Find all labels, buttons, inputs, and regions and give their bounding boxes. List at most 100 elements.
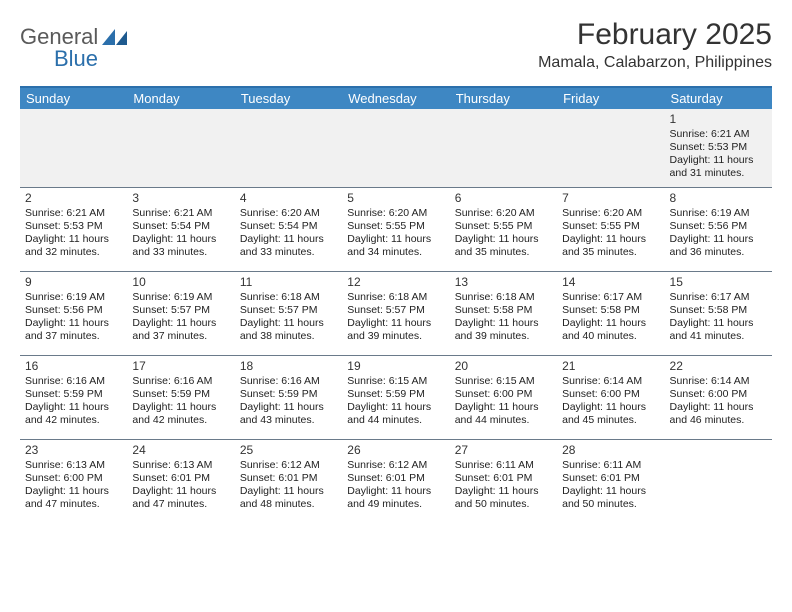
day-number: 12 — [347, 275, 444, 290]
sunrise-line: Sunrise: 6:21 AM — [132, 207, 229, 220]
sunset-line: Sunset: 6:01 PM — [347, 472, 444, 485]
calendar-day-cell: 9Sunrise: 6:19 AMSunset: 5:56 PMDaylight… — [20, 271, 127, 355]
calendar-day-cell: 4Sunrise: 6:20 AMSunset: 5:54 PMDaylight… — [235, 187, 342, 271]
daylight-line: Daylight: 11 hours and 40 minutes. — [562, 317, 659, 343]
sunset-line: Sunset: 5:57 PM — [347, 304, 444, 317]
weekday-header: Thursday — [450, 88, 557, 109]
calendar-body: 1 Sunrise: 6:21 AM Sunset: 5:53 PM Daylight… — [20, 109, 772, 523]
day-number: 9 — [25, 275, 122, 290]
daylight-line: Daylight: 11 hours and 46 minutes. — [670, 401, 767, 427]
sunrise-line: Sunrise: 6:19 AM — [670, 207, 767, 220]
calendar-day-cell: 18Sunrise: 6:16 AMSunset: 5:59 PMDayligh… — [235, 355, 342, 439]
daylight-line: Daylight: 11 hours and 33 minutes. — [240, 233, 337, 259]
sunrise-line: Sunrise: 6:16 AM — [240, 375, 337, 388]
calendar-day-cell: 7Sunrise: 6:20 AMSunset: 5:55 PMDaylight… — [557, 187, 664, 271]
sunrise-line: Sunrise: 6:12 AM — [347, 459, 444, 472]
logo-text-blue: Blue — [54, 46, 98, 71]
calendar-day-cell: 21Sunrise: 6:14 AMSunset: 6:00 PMDayligh… — [557, 355, 664, 439]
daylight-line: Daylight: 11 hours and 50 minutes. — [562, 485, 659, 511]
sunrise-line: Sunrise: 6:20 AM — [240, 207, 337, 220]
calendar-day-cell — [235, 109, 342, 187]
daylight-line: Daylight: 11 hours and 35 minutes. — [455, 233, 552, 259]
day-number: 5 — [347, 191, 444, 206]
weekday-header-row: Sunday Monday Tuesday Wednesday Thursday… — [20, 88, 772, 109]
sunrise-line: Sunrise: 6:13 AM — [25, 459, 122, 472]
daylight-line: Daylight: 11 hours and 44 minutes. — [455, 401, 552, 427]
calendar-week-row: 16Sunrise: 6:16 AMSunset: 5:59 PMDayligh… — [20, 355, 772, 439]
calendar-day-cell: 25Sunrise: 6:12 AMSunset: 6:01 PMDayligh… — [235, 439, 342, 523]
daylight-line: Daylight: 11 hours and 45 minutes. — [562, 401, 659, 427]
day-number: 10 — [132, 275, 229, 290]
sunset-line: Sunset: 5:58 PM — [670, 304, 767, 317]
sunset-line: Sunset: 5:54 PM — [132, 220, 229, 233]
calendar-day-cell: 8Sunrise: 6:19 AMSunset: 5:56 PMDaylight… — [665, 187, 772, 271]
sunrise-line: Sunrise: 6:18 AM — [455, 291, 552, 304]
sunset-line: Sunset: 5:57 PM — [132, 304, 229, 317]
calendar-day-cell: 5Sunrise: 6:20 AMSunset: 5:55 PMDaylight… — [342, 187, 449, 271]
sunrise-line: Sunrise: 6:11 AM — [455, 459, 552, 472]
day-number: 28 — [562, 443, 659, 458]
calendar-day-cell — [127, 109, 234, 187]
calendar-day-cell: 28Sunrise: 6:11 AMSunset: 6:01 PMDayligh… — [557, 439, 664, 523]
calendar-week-row: 1Sunrise: 6:21 AMSunset: 5:53 PMDaylight… — [20, 109, 772, 187]
sunrise-line: Sunrise: 6:17 AM — [562, 291, 659, 304]
sunrise-line: Sunrise: 6:19 AM — [132, 291, 229, 304]
day-number: 26 — [347, 443, 444, 458]
sunset-line: Sunset: 5:56 PM — [670, 220, 767, 233]
sunrise-line: Sunrise: 6:20 AM — [347, 207, 444, 220]
calendar-day-cell: 10Sunrise: 6:19 AMSunset: 5:57 PMDayligh… — [127, 271, 234, 355]
calendar-day-cell: 26Sunrise: 6:12 AMSunset: 6:01 PMDayligh… — [342, 439, 449, 523]
sunset-line: Sunset: 5:56 PM — [25, 304, 122, 317]
sunrise-line: Sunrise: 6:19 AM — [25, 291, 122, 304]
sunrise-line: Sunrise: 6:13 AM — [132, 459, 229, 472]
calendar-day-cell — [665, 439, 772, 523]
sunset-line: Sunset: 6:00 PM — [25, 472, 122, 485]
calendar-day-cell: 6Sunrise: 6:20 AMSunset: 5:55 PMDaylight… — [450, 187, 557, 271]
day-number: 17 — [132, 359, 229, 374]
sunrise-line: Sunrise: 6:20 AM — [455, 207, 552, 220]
sunset-line: Sunset: 5:59 PM — [240, 388, 337, 401]
calendar-table: Sunday Monday Tuesday Wednesday Thursday… — [20, 88, 772, 523]
daylight-line: Daylight: 11 hours and 33 minutes. — [132, 233, 229, 259]
day-number: 16 — [25, 359, 122, 374]
calendar-day-cell: 2Sunrise: 6:21 AMSunset: 5:53 PMDaylight… — [20, 187, 127, 271]
sunset-line: Sunset: 6:01 PM — [240, 472, 337, 485]
calendar-day-cell: 14Sunrise: 6:17 AMSunset: 5:58 PMDayligh… — [557, 271, 664, 355]
day-number: 6 — [455, 191, 552, 206]
sunrise-line: Sunrise: 6:14 AM — [670, 375, 767, 388]
sunrise-line: Sunrise: 6:15 AM — [455, 375, 552, 388]
sunrise-line: Sunrise: 6:21 AM — [25, 207, 122, 220]
day-number: 27 — [455, 443, 552, 458]
calendar-day-cell: 24Sunrise: 6:13 AMSunset: 6:01 PMDayligh… — [127, 439, 234, 523]
calendar-week-row: 2Sunrise: 6:21 AMSunset: 5:53 PMDaylight… — [20, 187, 772, 271]
calendar-day-cell: 16Sunrise: 6:16 AMSunset: 5:59 PMDayligh… — [20, 355, 127, 439]
calendar-day-cell: 27Sunrise: 6:11 AMSunset: 6:01 PMDayligh… — [450, 439, 557, 523]
calendar-day-cell — [450, 109, 557, 187]
daylight-line: Daylight: 11 hours and 43 minutes. — [240, 401, 337, 427]
sunrise-line: Sunrise: 6:18 AM — [347, 291, 444, 304]
sunset-line: Sunset: 5:57 PM — [240, 304, 337, 317]
day-number: 19 — [347, 359, 444, 374]
daylight-line: Daylight: 11 hours and 48 minutes. — [240, 485, 337, 511]
day-number: 2 — [25, 191, 122, 206]
calendar-day-cell: 11Sunrise: 6:18 AMSunset: 5:57 PMDayligh… — [235, 271, 342, 355]
sunset-line: Sunset: 5:59 PM — [132, 388, 229, 401]
sunset-line: Sunset: 5:53 PM — [670, 141, 767, 154]
sunset-line: Sunset: 6:00 PM — [562, 388, 659, 401]
daylight-line: Daylight: 11 hours and 49 minutes. — [347, 485, 444, 511]
day-number: 4 — [240, 191, 337, 206]
daylight-line: Daylight: 11 hours and 42 minutes. — [132, 401, 229, 427]
day-number: 22 — [670, 359, 767, 374]
daylight-line: Daylight: 11 hours and 47 minutes. — [25, 485, 122, 511]
weekday-header: Monday — [127, 88, 234, 109]
daylight-line: Daylight: 11 hours and 36 minutes. — [670, 233, 767, 259]
sunrise-line: Sunrise: 6:12 AM — [240, 459, 337, 472]
weekday-header: Sunday — [20, 88, 127, 109]
day-number: 20 — [455, 359, 552, 374]
sunrise-line: Sunrise: 6:18 AM — [240, 291, 337, 304]
calendar-day-cell — [557, 109, 664, 187]
day-number: 1 — [670, 112, 767, 127]
sunrise-line: Sunrise: 6:15 AM — [347, 375, 444, 388]
day-number: 25 — [240, 443, 337, 458]
day-number: 8 — [670, 191, 767, 206]
